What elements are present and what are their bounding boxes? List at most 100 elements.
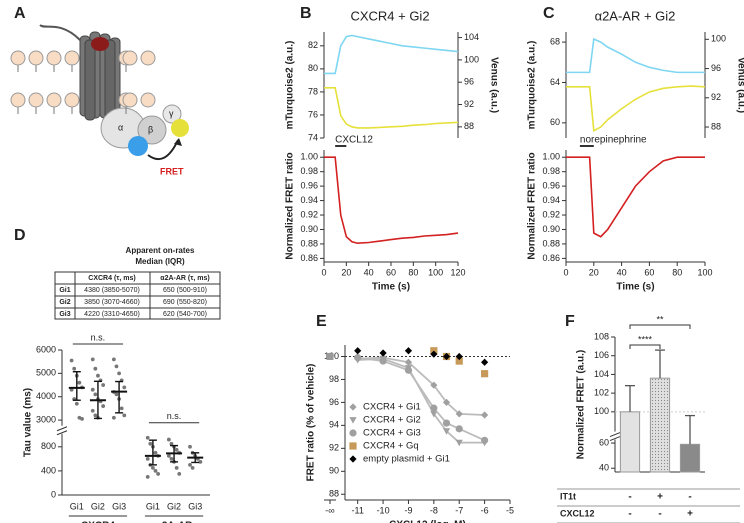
- x-tick-label: 80: [672, 267, 682, 277]
- table-cell: 3850 (3070-4660): [84, 299, 140, 306]
- lipid-head: [122, 92, 138, 108]
- marker: [404, 358, 413, 366]
- y-tick-label: 76: [308, 109, 318, 119]
- data-point: [153, 469, 158, 473]
- legend-label: CXCR4 + Gq: [363, 441, 419, 452]
- data-point: [114, 392, 119, 397]
- x-axis-label: CXCL12 (log, M): [389, 520, 466, 523]
- table-cell: Gi2: [59, 299, 70, 306]
- legend-label: CXCR4 + Gi2: [363, 415, 421, 426]
- subunit-label: α: [118, 122, 123, 132]
- y2-tick-label: 88: [464, 121, 474, 131]
- marker: [442, 428, 451, 435]
- y-tick-label: 0.86: [300, 253, 318, 263]
- panel-label: C: [543, 5, 555, 22]
- data-point: [111, 415, 116, 420]
- y-tick-label: 0.90: [300, 224, 318, 234]
- panel-label: A: [14, 5, 26, 22]
- data-point: [90, 387, 95, 392]
- y-tick-label: 400: [41, 465, 56, 475]
- donor: [128, 136, 148, 156]
- x-tick-label: -∞: [325, 505, 334, 515]
- rate-table: Apparent on-rates Median (IQR) CXCR4 (τ,…: [54, 246, 221, 320]
- y-axis-label: Normalized FRET ratio: [285, 152, 296, 259]
- condition-value: -: [658, 509, 661, 520]
- data-point: [69, 358, 74, 363]
- x-tick-label: 100: [697, 267, 712, 277]
- table-cell: 4380 (3850-5070): [84, 287, 140, 294]
- marker: [455, 357, 463, 365]
- marker: [455, 352, 463, 361]
- legend-label: CXCR4 + Gi3: [363, 428, 421, 439]
- data-point: [101, 383, 106, 387]
- bar: [649, 377, 671, 473]
- x-tick-label: -10: [377, 505, 390, 515]
- legend-marker: [349, 455, 357, 463]
- y-tick-label: 6000: [36, 344, 56, 354]
- y-axis-label: Normalized FRET ratio: [527, 152, 538, 259]
- panel-label: F: [565, 313, 575, 330]
- legend-label: CXCR4 + Gi1: [363, 402, 421, 413]
- y-tick-label: 78: [308, 86, 318, 96]
- x-tick-label: Gi3: [112, 501, 126, 511]
- y-tick-label: 0.96: [300, 181, 318, 191]
- y-tick-label: 0.98: [300, 166, 318, 176]
- data-point: [80, 417, 84, 421]
- y-tick-label: 0.94: [300, 195, 318, 205]
- lipid-head: [140, 92, 156, 108]
- receptor: [79, 31, 121, 121]
- data-point: [151, 465, 155, 470]
- y-tick-label: 60: [599, 437, 609, 447]
- marker: [481, 436, 489, 444]
- y-tick-label: 1.00: [542, 152, 560, 162]
- lipid-head: [46, 50, 62, 66]
- data-point: [198, 459, 203, 464]
- y-tick-label: 5000: [36, 368, 56, 378]
- data-line: [324, 156, 459, 245]
- data-point: [166, 453, 171, 458]
- x-tick-label: Gi1: [70, 501, 84, 511]
- panel-label: B: [300, 5, 312, 22]
- x-tick-label: -5: [506, 505, 514, 515]
- break-mark: [609, 436, 621, 442]
- annotation: n.s.: [167, 411, 182, 421]
- data-point: [174, 465, 179, 470]
- lipid-head: [64, 92, 80, 108]
- marker: [379, 349, 387, 357]
- x-axis-label: Time (s): [616, 282, 654, 293]
- y2-tick-label: 104: [464, 32, 479, 42]
- data-point: [122, 413, 127, 418]
- significance-bracket: [629, 344, 661, 349]
- condition-value: -: [628, 492, 631, 503]
- marker: [481, 358, 489, 366]
- legend-marker: [349, 429, 357, 437]
- lipid-head: [28, 50, 44, 66]
- y-tick-label: 3000: [36, 414, 56, 424]
- data-point: [169, 456, 174, 461]
- data-point: [166, 437, 171, 442]
- y2-tick-label: 96: [711, 63, 721, 73]
- y-tick-label: 0.86: [542, 253, 560, 263]
- y-tick-label: 102: [594, 388, 609, 398]
- data-point: [177, 472, 182, 476]
- data-point: [153, 450, 158, 455]
- y-tick-label: 0.92: [542, 209, 560, 219]
- x-tick-label: -8: [430, 505, 438, 515]
- marker: [430, 350, 438, 358]
- y-tick-label: 0.88: [542, 238, 560, 248]
- break-mark: [56, 430, 68, 436]
- x-tick-label: 80: [408, 267, 418, 277]
- y2-tick-label: 96: [464, 77, 474, 87]
- data-point: [119, 406, 124, 411]
- y2-tick-label: 92: [711, 92, 721, 102]
- condition-name: IT1t: [560, 491, 576, 501]
- y-tick-label: 108: [594, 331, 609, 341]
- x-tick-label: Gi1: [146, 501, 160, 511]
- data-point: [145, 435, 150, 440]
- marker: [442, 398, 451, 407]
- chart-title: α2A-AR + Gi2: [595, 8, 676, 23]
- x-tick-label: 120: [450, 267, 465, 277]
- marker: [481, 411, 489, 419]
- marker: [404, 347, 413, 355]
- y-tick-label: 0.96: [542, 181, 560, 191]
